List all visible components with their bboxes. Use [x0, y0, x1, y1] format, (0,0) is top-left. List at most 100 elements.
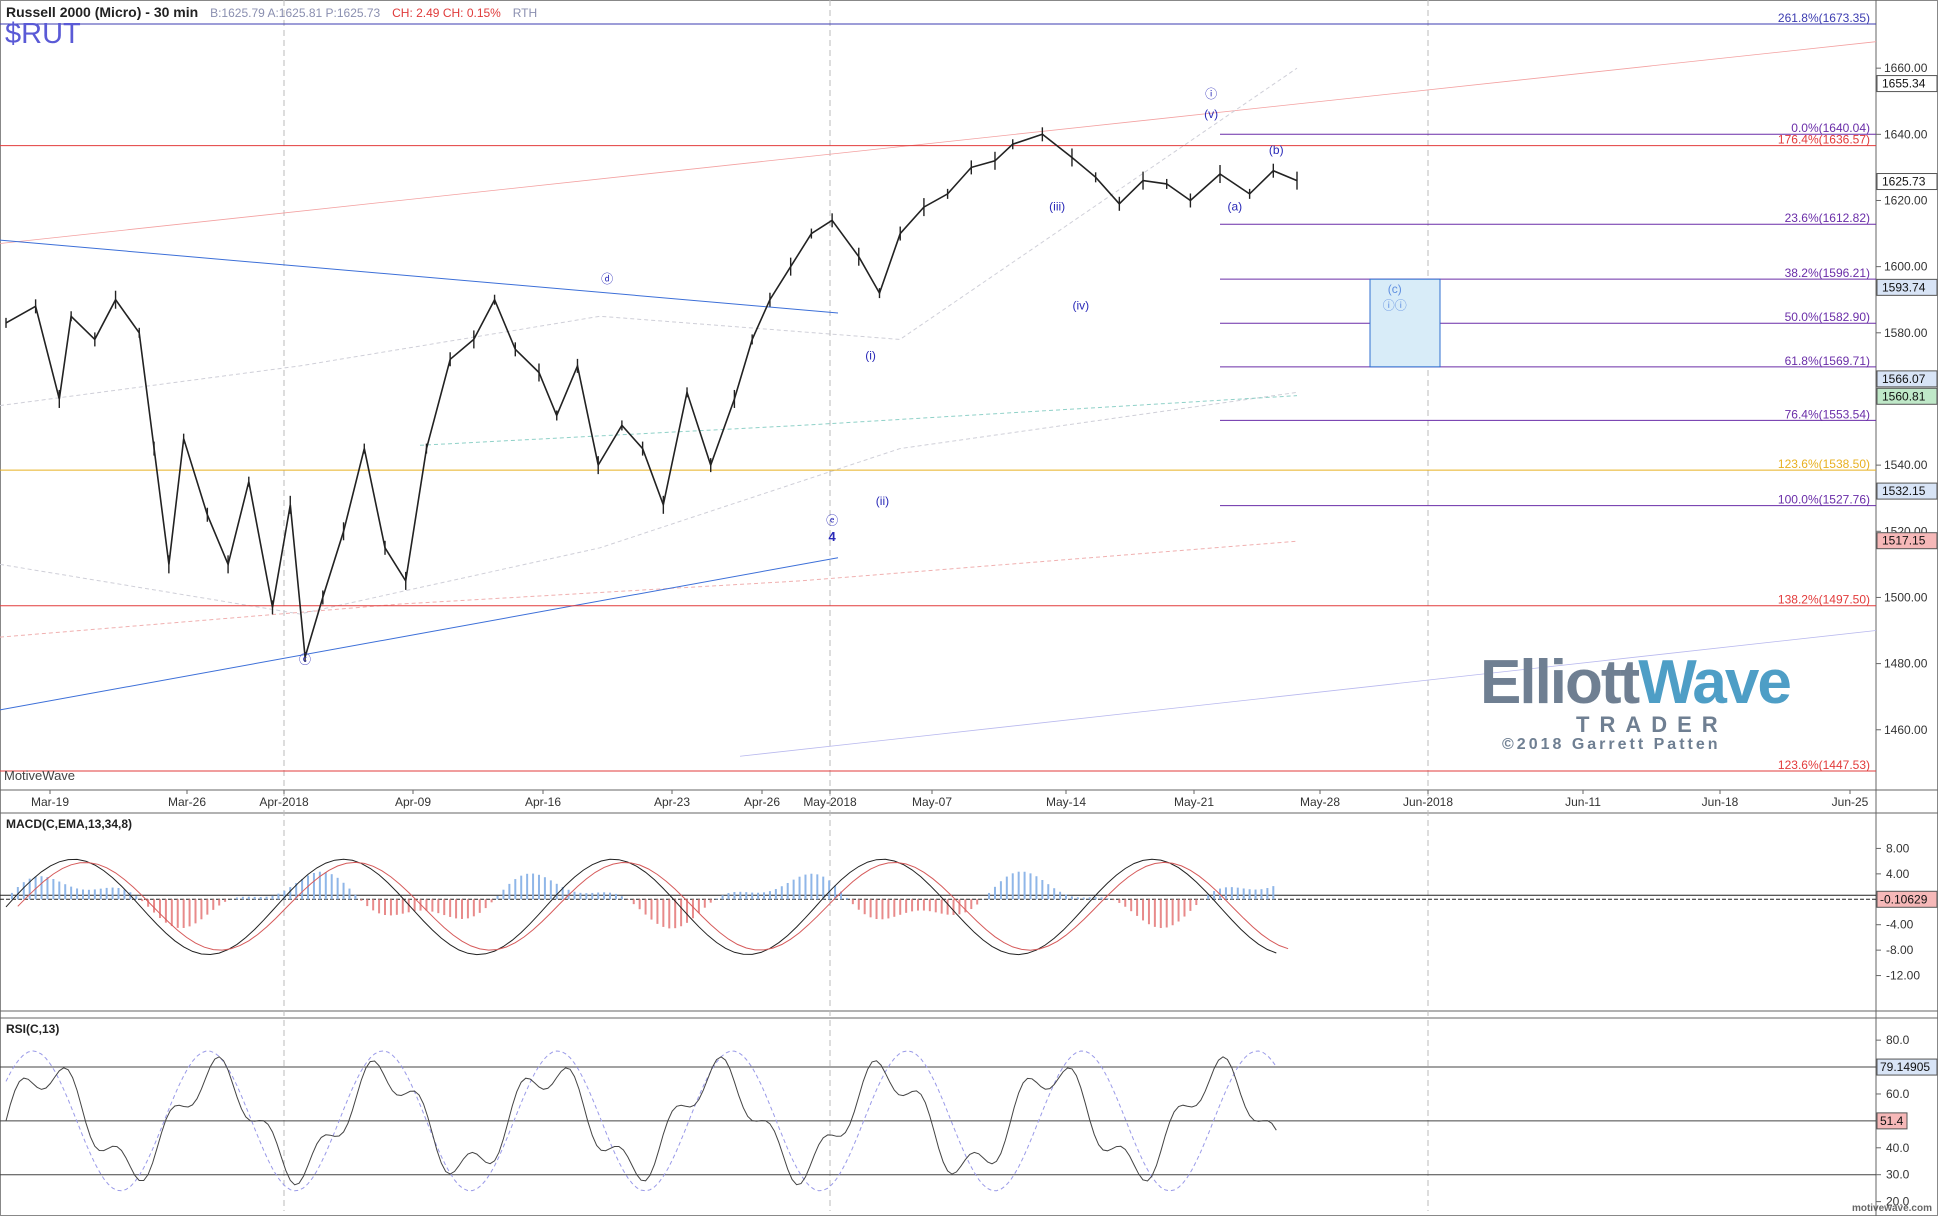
trendline-upper	[0, 239, 839, 314]
y-tick-label: 1580.00	[1884, 326, 1928, 340]
x-tick-label: May-21	[1174, 795, 1214, 809]
wave-label: (iv)	[1073, 299, 1090, 313]
x-tick-label: Apr-2018	[259, 795, 309, 809]
fib-level-label: 123.6%(1447.53)	[1778, 758, 1870, 772]
rsi-y-tick-label: 30.0	[1886, 1168, 1910, 1182]
elliottwave-watermark: ElliottWave TRADER ©2018 Garrett Patten	[1480, 652, 1792, 762]
rsi-y-tick-label: 80.0	[1886, 1033, 1910, 1047]
price-box	[1876, 370, 1938, 388]
x-tick-label: Apr-23	[654, 795, 690, 809]
wave-label: (ii)	[876, 494, 889, 508]
fib-level-label: 138.2%(1497.50)	[1778, 593, 1870, 607]
band-lower-line	[0, 391, 1298, 615]
rsi-y-tick-label: 20.0	[1886, 1195, 1910, 1209]
wave-label: ⓓ	[601, 272, 613, 286]
wm-wave: Wave	[1638, 648, 1792, 717]
session-label: RTH	[512, 6, 538, 20]
quote-readout: B:1625.79 A:1625.81 P:1625.73	[210, 6, 381, 20]
x-tick-label: Jun-2018	[1403, 795, 1453, 809]
wave-label: ⓘⓘ	[1383, 299, 1407, 313]
price-box	[1876, 75, 1938, 93]
price-series-line	[5, 133, 1298, 658]
x-tick-label: May-14	[1046, 795, 1086, 809]
wm-elliott: Elliott	[1480, 648, 1640, 717]
macd-signal-curve	[17, 861, 1289, 951]
x-tick-label: Apr-09	[395, 795, 431, 809]
wm-trader: TRADER	[1576, 712, 1728, 737]
wave-label: (a)	[1227, 199, 1242, 213]
macd-y-tick-label: 4.00	[1886, 867, 1910, 881]
chart-title: Russell 2000 (Micro) - 30 min	[6, 4, 199, 20]
x-tick-label: Mar-19	[31, 795, 69, 809]
fib-level-label: 23.6%(1612.82)	[1785, 211, 1870, 225]
rsi-title: RSI(C,13)	[6, 1022, 60, 1036]
wave-label: (v)	[1204, 107, 1218, 121]
macd-y-tick-label: -4.00	[1886, 918, 1914, 932]
y-tick-label: 1600.00	[1884, 260, 1928, 274]
wave-label: ⓘ	[1205, 87, 1217, 101]
price-box-label: 1517.15	[1882, 534, 1926, 548]
fib-level-label: 61.8%(1569.71)	[1785, 354, 1870, 368]
fib-level-label: 0.0%(1640.04)	[1791, 121, 1870, 135]
x-tick-label: May-2018	[803, 795, 857, 809]
y-tick-label: 1540.00	[1884, 458, 1928, 472]
macd-last-box	[1876, 890, 1938, 908]
motivewave-label: MotiveWave	[4, 768, 76, 783]
brand-label: motivewave.com	[1851, 1203, 1932, 1214]
y-tick-label: 1500.00	[1884, 590, 1928, 604]
ma-red-line	[0, 540, 1298, 638]
y-tick-label: 1460.00	[1884, 723, 1928, 737]
price-box	[1876, 173, 1938, 191]
fib-level-label: 38.2%(1596.21)	[1785, 266, 1870, 280]
rsi-line	[5, 1056, 1277, 1186]
macd-last-label: -0.10629	[1880, 892, 1928, 906]
symbol-label: $RUT	[5, 18, 81, 50]
price-box-label: 1625.73	[1882, 175, 1926, 189]
fib-level-label: 100.0%(1527.76)	[1778, 493, 1870, 507]
x-tick-label: Jun-11	[1565, 795, 1601, 809]
y-tick-label: 1480.00	[1884, 657, 1928, 671]
price-box-label: 1532.15	[1882, 484, 1926, 498]
fib-level-label: 76.4%(1553.54)	[1785, 407, 1870, 421]
fib-level-label: 176.4%(1636.57)	[1778, 133, 1870, 147]
macd-line	[5, 858, 1277, 956]
band-upper-line	[0, 67, 1298, 407]
price-box	[1876, 482, 1938, 500]
price-box-label: 1655.34	[1882, 77, 1926, 91]
price-box-label: 1593.74	[1882, 280, 1926, 294]
price-box-label: 1566.07	[1882, 372, 1926, 386]
fib-level-label: 261.8%(1673.35)	[1778, 11, 1870, 25]
macd-title: MACD(C,EMA,13,34,8)	[6, 817, 133, 831]
x-tick-label: Jun-25	[1832, 795, 1869, 809]
fib-level-label: 50.0%(1582.90)	[1785, 310, 1870, 324]
rsi-signal-line	[5, 1050, 1277, 1192]
wave-label: (c)	[1388, 282, 1402, 296]
x-tick-label: Apr-26	[744, 795, 780, 809]
ma-teal-line	[419, 395, 1298, 446]
wave-label: 4	[829, 529, 837, 544]
macd-y-tick-label: 8.00	[1886, 841, 1910, 855]
wave-label: (b)	[1269, 143, 1284, 157]
wave-label: ⓒ	[299, 653, 311, 667]
macd-y-tick-label: -8.00	[1886, 943, 1914, 957]
x-tick-label: Apr-16	[525, 795, 561, 809]
change-readout: CH: 2.49 CH: 0.15%	[392, 6, 501, 20]
y-tick-label: 1640.00	[1884, 127, 1928, 141]
wave-label: (i)	[865, 348, 876, 362]
rsi-last-box-a	[1876, 1058, 1938, 1076]
x-tick-label: Mar-26	[168, 795, 206, 809]
price-box	[1876, 278, 1938, 296]
rsi-last-label-b: 51.4	[1880, 1114, 1904, 1128]
y-tick-label: 1660.00	[1884, 61, 1928, 75]
price-box-label: 1560.81	[1882, 389, 1926, 403]
rsi-y-tick-label: 40.0	[1886, 1141, 1910, 1155]
channel-lower-line	[739, 630, 1877, 757]
wave-label: ⓔ	[826, 514, 838, 528]
rsi-last-box-b	[1876, 1112, 1908, 1130]
trendline-lower	[0, 557, 839, 711]
x-tick-label: May-07	[912, 795, 952, 809]
x-tick-label: May-28	[1300, 795, 1340, 809]
